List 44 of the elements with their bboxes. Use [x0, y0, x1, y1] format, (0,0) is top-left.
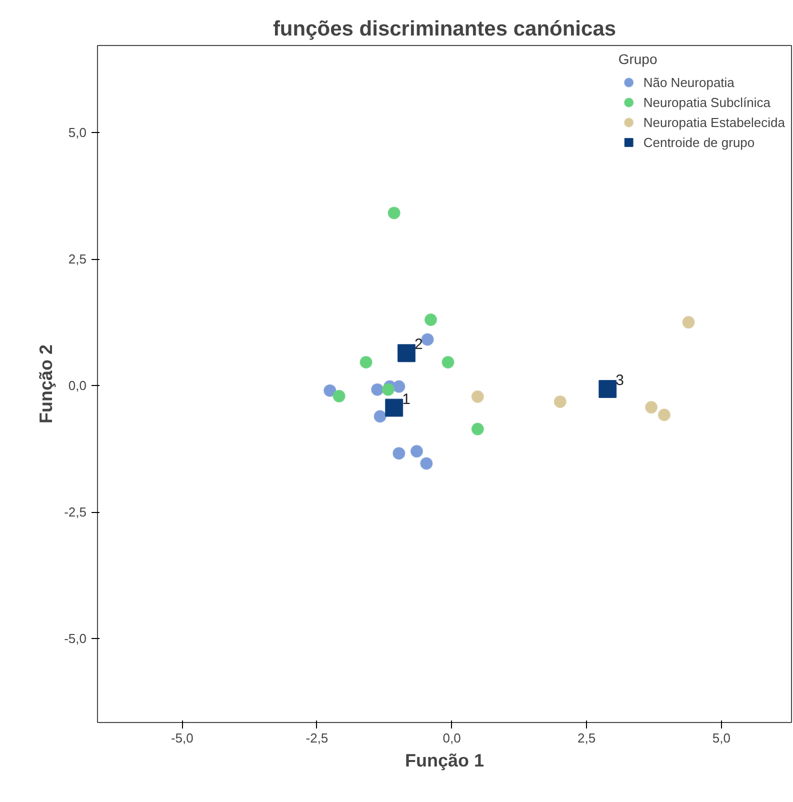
point — [471, 390, 484, 403]
y-tick-label: 2,5 — [68, 252, 87, 267]
chart-title: funções discriminantes canónicas — [272, 18, 616, 40]
x-tick-label: -2,5 — [306, 730, 328, 746]
point — [397, 344, 416, 362]
point — [424, 314, 437, 326]
point — [658, 408, 670, 422]
point — [682, 316, 695, 329]
y-tick-label: 0,0 — [68, 378, 87, 394]
legend-label: Neuropatia Subclínica — [643, 94, 771, 112]
point — [371, 383, 384, 396]
point — [360, 356, 372, 368]
legend-label: Neuropatia Estabelecida — [643, 114, 785, 132]
point — [554, 395, 566, 408]
x-tick-label: 2,5 — [578, 730, 596, 746]
point — [421, 333, 434, 346]
legend-title: Grupo — [618, 51, 658, 67]
annotation: 1 — [402, 390, 410, 408]
point — [388, 206, 400, 220]
point — [382, 383, 394, 396]
x-tick-label: 0,0 — [442, 730, 461, 746]
legend-label: Centroide de grupo — [643, 134, 755, 152]
point — [385, 398, 404, 417]
y-tick-label: -5,0 — [64, 631, 87, 646]
y-axis-title: Função 2 — [36, 344, 56, 424]
annotation: 2 — [414, 336, 423, 354]
point — [420, 457, 433, 470]
annotation: 3 — [616, 372, 624, 390]
legend-label: Não Neuropatia — [643, 74, 734, 92]
x-tick-label: 5,0 — [712, 730, 730, 746]
x-tick-label: -5,0 — [170, 730, 194, 746]
point — [392, 447, 406, 460]
y-tick-label: 5,0 — [68, 125, 87, 140]
point — [374, 410, 386, 423]
point — [598, 380, 617, 398]
point — [442, 356, 454, 368]
point — [392, 380, 406, 393]
point — [471, 422, 484, 436]
y-tick-label: -2,5 — [64, 504, 87, 520]
x-axis-title: Função 1 — [404, 750, 484, 770]
point — [410, 445, 423, 458]
point — [645, 401, 658, 414]
point — [324, 384, 336, 397]
point — [332, 390, 346, 402]
